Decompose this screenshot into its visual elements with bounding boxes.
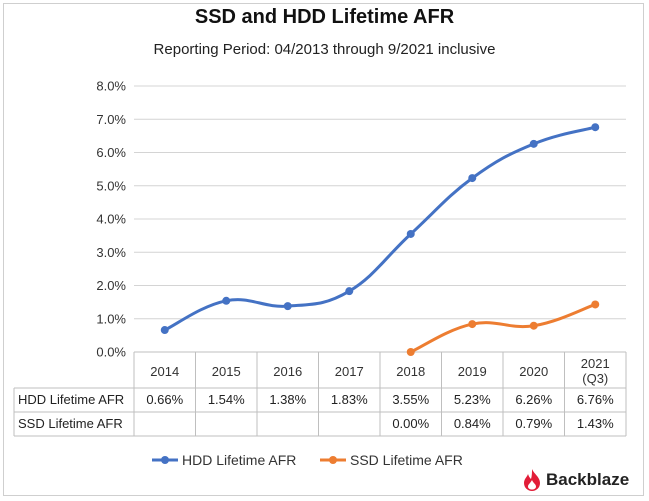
legend-label: SSD Lifetime AFR [350,452,463,468]
hdd-data-point [406,229,415,238]
data-label: 3.55% [392,392,429,407]
hdd-data-point [283,302,292,311]
data-label: 0.84% [454,416,491,431]
hdd-series-line [163,125,597,332]
ssd-series-line [409,302,597,354]
y-tick-label: 5.0% [96,178,126,193]
data-label: 1.83% [331,392,368,407]
data-label: 6.26% [515,392,552,407]
data-label: 6.76% [577,392,614,407]
chart-title: SSD and HDD Lifetime AFR [194,6,455,28]
x-tick-label: 2015 [212,364,241,379]
table-row-label: HDD Lifetime AFR [18,392,124,407]
ssd-data-point [529,321,538,330]
x-tick-label: 2018 [396,364,425,379]
data-label: 1.54% [208,392,245,407]
legend-label: HDD Lifetime AFR [182,452,296,468]
hdd-data-point [468,174,477,183]
hdd-data-point [529,139,538,148]
y-tick-label: 3.0% [96,245,126,260]
y-tick-label: 6.0% [96,145,126,160]
ssd-data-point [406,348,415,356]
chart-subtitle: Reporting Period: 04/2013 through 9/2021… [153,41,496,58]
hdd-data-point [345,287,354,296]
x-tick-label: 2020 [519,364,548,379]
data-label: 0.79% [515,416,552,431]
hdd-data-point [222,296,231,305]
x-tick-label: 2021 [581,356,610,371]
legend-marker [161,456,169,464]
y-tick-label: 7.0% [96,112,126,127]
backblaze-logo: Backblaze [522,467,629,493]
chart-frame [3,3,644,496]
data-label: 0.66% [146,392,183,407]
x-tick-label: 2019 [458,364,487,379]
table-row-label: SSD Lifetime AFR [18,416,123,431]
y-tick-label: 8.0% [96,79,126,94]
flame-icon [524,469,540,491]
data-label: 1.38% [269,392,306,407]
y-tick-label: 4.0% [96,212,126,227]
data-label: 5.23% [454,392,491,407]
x-tick-label: (Q3) [582,371,608,386]
hdd-data-point [160,326,169,335]
x-tick-label: 2016 [273,364,302,379]
y-tick-label: 2.0% [96,278,126,293]
ssd-data-point [468,320,477,329]
x-tick-label: 2014 [150,364,179,379]
y-tick-label: 1.0% [96,311,126,326]
legend-marker [329,456,337,464]
hdd-data-point [591,123,600,132]
brand-name: Backblaze [546,470,630,489]
x-tick-label: 2017 [335,364,364,379]
y-tick-label: 0.0% [96,345,126,360]
data-label: 0.00% [392,416,429,431]
data-label: 1.43% [577,416,614,431]
ssd-data-point [591,300,600,309]
